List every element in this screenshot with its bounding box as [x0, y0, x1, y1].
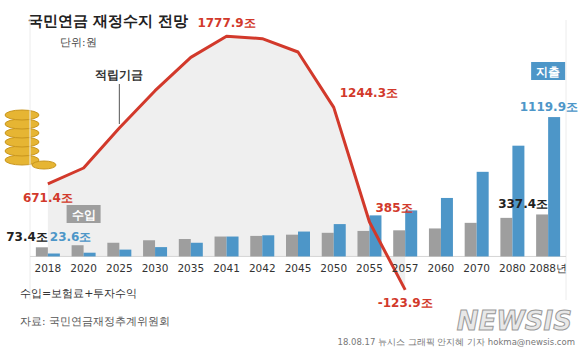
bar — [72, 245, 84, 256]
bar — [477, 172, 489, 257]
bar — [322, 233, 334, 257]
x-tick-label: 2060 — [428, 262, 455, 274]
bar — [465, 223, 477, 257]
labels: 73.4조 337.4조 23.6조 1119.9조 671.4조 1777.9조 1244… — [6, 16, 578, 310]
x-tick-label: 2045 — [285, 262, 312, 274]
bar — [286, 235, 298, 257]
line-label: 671.4조 — [23, 191, 73, 205]
bar — [155, 247, 167, 256]
title: 국민연금 재정수지 전망 — [28, 12, 188, 30]
x-tick-label: 2080 — [499, 262, 526, 274]
callout-box — [67, 205, 101, 223]
bar-label: 337.4조 — [498, 197, 548, 211]
callout-box — [531, 62, 565, 80]
callout-leader — [119, 84, 120, 124]
fund-area — [48, 36, 405, 290]
bar — [107, 243, 119, 257]
bar — [429, 228, 441, 256]
line-label: 1244.3조 — [340, 86, 398, 100]
bar — [84, 253, 96, 257]
x-tick-label: 2030 — [142, 262, 169, 274]
note: 수입=보험료+투자수익 — [20, 287, 137, 300]
bar — [179, 239, 191, 256]
x-tick-label: 2035 — [177, 262, 204, 274]
x-tick-label: 2057 — [392, 262, 419, 274]
coin — [32, 161, 56, 169]
x-tick-label: 2070 — [463, 262, 490, 274]
logo: NEWSIS — [457, 306, 572, 336]
y-axis-line — [30, 20, 31, 300]
bar — [334, 224, 346, 256]
x-tick-label: 2050 — [320, 262, 347, 274]
line-label: 385조 — [375, 201, 412, 215]
chart: 국민연금 재정수지 전망단위:원 73.4조 337.4조 23.6조 1119.9조 6… — [0, 0, 580, 351]
legend-label: 수입 — [72, 208, 96, 222]
subtitle: 단위:원 — [60, 36, 97, 48]
bar — [298, 232, 310, 257]
bar — [536, 214, 548, 256]
bar — [48, 254, 60, 257]
x-tick-label: 2055 — [356, 262, 383, 274]
bar — [262, 235, 274, 256]
bar — [36, 247, 48, 256]
bar — [215, 237, 227, 257]
series-callout: 지출 — [531, 62, 565, 80]
x-tick-label: 2025 — [106, 262, 133, 274]
x-tick-label: 2020 — [70, 262, 97, 274]
coin — [5, 110, 39, 120]
x-tick-label: 2041 — [213, 262, 240, 274]
bar — [357, 231, 369, 257]
series-callout: 수입 — [67, 205, 101, 223]
bar — [441, 198, 453, 256]
y2-axis-line — [566, 20, 567, 300]
bar — [405, 210, 417, 256]
bar — [227, 237, 239, 257]
x-tick-label: 2042 — [249, 262, 276, 274]
bar — [393, 230, 405, 256]
credit: 18.08.17 뉴시스 그래픽 안지혜 기자 hokma@newsis.com — [337, 337, 575, 347]
x-tick-label: 2088년 — [529, 262, 567, 274]
plot-area — [30, 36, 566, 290]
bar — [500, 218, 512, 257]
line-label: 1777.9조 — [197, 16, 255, 30]
x-tick-label: 2018 — [34, 262, 61, 274]
bar — [119, 250, 131, 257]
source: 자료: 국민연금재정추계위원회 — [20, 315, 170, 327]
bar-label: 23.6조 — [50, 230, 92, 244]
bar — [143, 240, 155, 256]
bar-label: 73.4조 — [6, 230, 48, 244]
legend-label: 적립기금 — [95, 68, 143, 82]
line-label: -123.9조 — [378, 296, 433, 310]
bar-label: 1119.9조 — [520, 100, 578, 114]
bar — [548, 117, 560, 256]
bar — [250, 236, 262, 257]
legend-label: 지출 — [536, 65, 560, 79]
bar — [191, 243, 203, 257]
fund-line — [48, 36, 405, 290]
